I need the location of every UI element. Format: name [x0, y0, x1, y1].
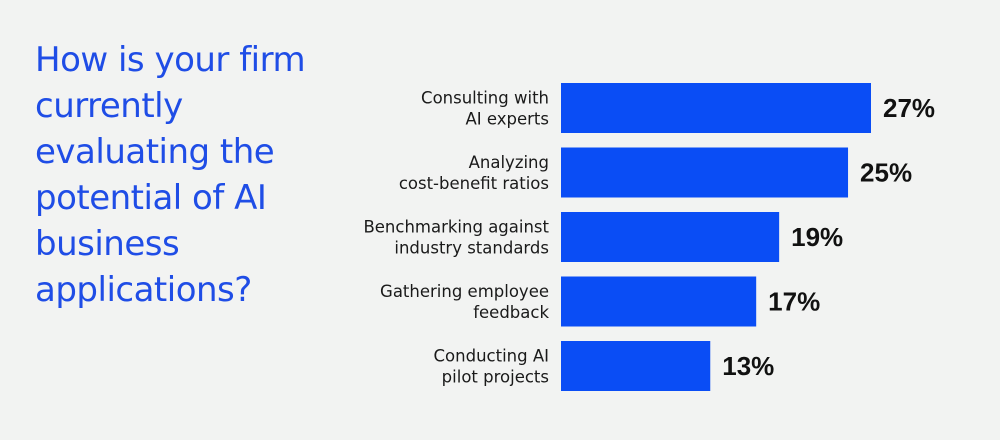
category-label-4-line-2: feedback [473, 303, 549, 322]
value-label-3: 19% [791, 222, 843, 252]
category-label-1-line-1: Consulting with [421, 89, 549, 108]
category-label-2-line-2: cost-benefit ratios [399, 174, 549, 193]
bar-3 [561, 212, 780, 262]
value-label-2: 25% [860, 158, 912, 188]
category-label-2-line-1: Analyzing [469, 153, 549, 172]
category-label-3-line-2: industry standards [394, 239, 549, 258]
bar-4 [561, 276, 757, 327]
bar-1 [561, 83, 871, 133]
category-label-5-line-2: pilot projects [442, 368, 549, 387]
value-label-4: 17% [768, 287, 820, 317]
value-label-1: 27% [883, 93, 935, 123]
category-label-3-line-1: Benchmarking against [363, 218, 549, 237]
category-label-4-line-1: Gathering employee [380, 282, 549, 301]
bar-5 [561, 341, 711, 391]
value-label-5: 13% [722, 351, 774, 381]
bar-2 [561, 147, 849, 198]
category-label-1-line-2: AI experts [466, 110, 550, 129]
chart-title: How is your firm currently evaluating th… [35, 40, 306, 310]
category-label-5-line-1: Conducting AI [434, 347, 549, 366]
